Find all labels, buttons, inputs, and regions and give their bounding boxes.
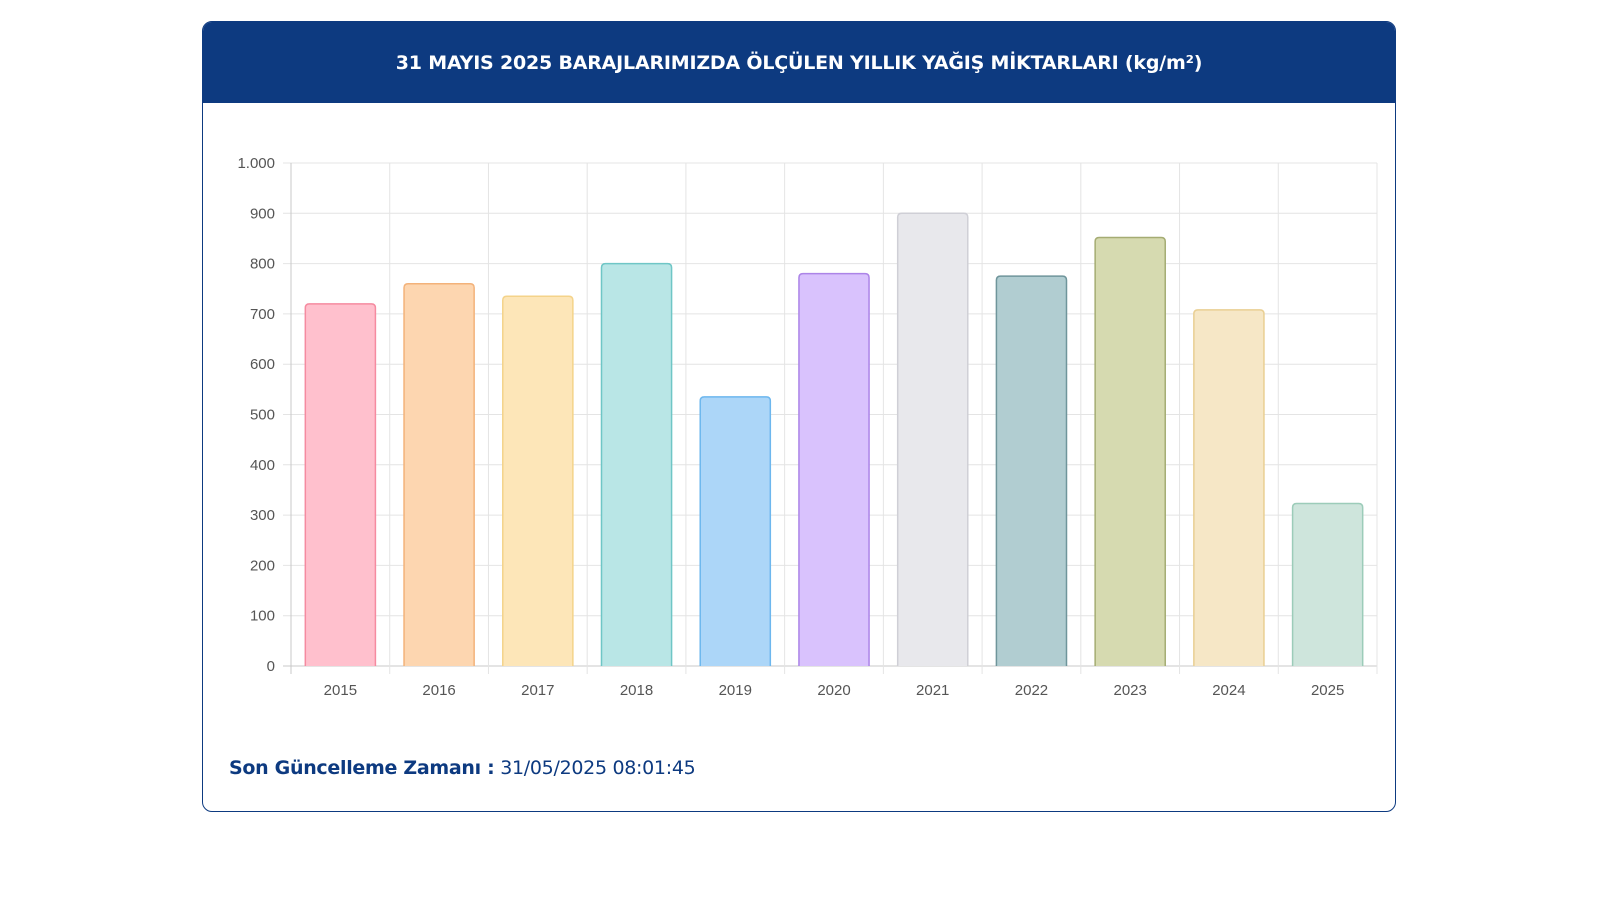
bar-chart: 0 100 200 300 400 500 600 700 800 900 1.000 2015 201… xyxy=(237,155,1378,699)
x-tick-label: 2019 xyxy=(719,682,752,699)
y-tick-label: 900 xyxy=(250,205,275,222)
y-tick-label: 700 xyxy=(250,306,275,323)
bar-2025 xyxy=(1291,502,1364,666)
x-tick-label: 2025 xyxy=(1311,682,1344,699)
y-tick-label: 500 xyxy=(250,407,275,424)
chart-card: 31 MAYIS 2025 BARAJLARIMIZDA ÖLÇÜLEN YIL… xyxy=(202,21,1396,812)
y-tick-label: 300 xyxy=(250,507,275,524)
x-tick-label: 2018 xyxy=(620,682,653,699)
x-tick-label: 2020 xyxy=(817,682,850,699)
bar-2016 xyxy=(403,282,475,666)
chart-title-bar: 31 MAYIS 2025 BARAJLARIMIZDA ÖLÇÜLEN YIL… xyxy=(203,22,1395,103)
last-update-label: Son Güncelleme Zamanı : xyxy=(229,757,495,779)
x-tick-label: 2024 xyxy=(1212,682,1245,699)
bar-2021 xyxy=(896,212,969,666)
chart-area: 0 100 200 300 400 500 600 700 800 900 1.000 2015 201… xyxy=(203,103,1395,703)
bar-2023 xyxy=(1094,236,1166,666)
last-update-value: 31/05/2025 08:01:45 xyxy=(500,757,696,779)
y-tick-label: 400 xyxy=(250,457,275,474)
y-tick-label: 800 xyxy=(250,256,275,273)
x-tick-label: 2022 xyxy=(1015,682,1048,699)
x-tick-label: 2016 xyxy=(422,682,455,699)
y-tick-label: 0 xyxy=(267,658,275,675)
x-tick-label: 2021 xyxy=(916,682,949,699)
bar-2019 xyxy=(699,396,772,666)
bar-2024 xyxy=(1193,309,1265,666)
bar-2020 xyxy=(798,272,870,666)
bar-2015 xyxy=(304,303,377,666)
bar-2022 xyxy=(995,275,1068,666)
y-tick-label: 600 xyxy=(250,356,275,373)
x-tick-label: 2023 xyxy=(1113,682,1146,699)
bar-2018 xyxy=(600,262,673,666)
x-tick-label: 2017 xyxy=(521,682,554,699)
y-tick-label: 200 xyxy=(250,557,275,574)
x-tick-label: 2015 xyxy=(324,682,357,699)
last-update-info: Son Güncelleme Zamanı : 31/05/2025 08:01… xyxy=(229,757,696,779)
y-tick-label: 100 xyxy=(250,608,275,625)
chart-title: 31 MAYIS 2025 BARAJLARIMIZDA ÖLÇÜLEN YIL… xyxy=(395,51,1203,74)
bar-2017 xyxy=(502,295,574,666)
y-tick-label: 1.000 xyxy=(237,155,275,172)
